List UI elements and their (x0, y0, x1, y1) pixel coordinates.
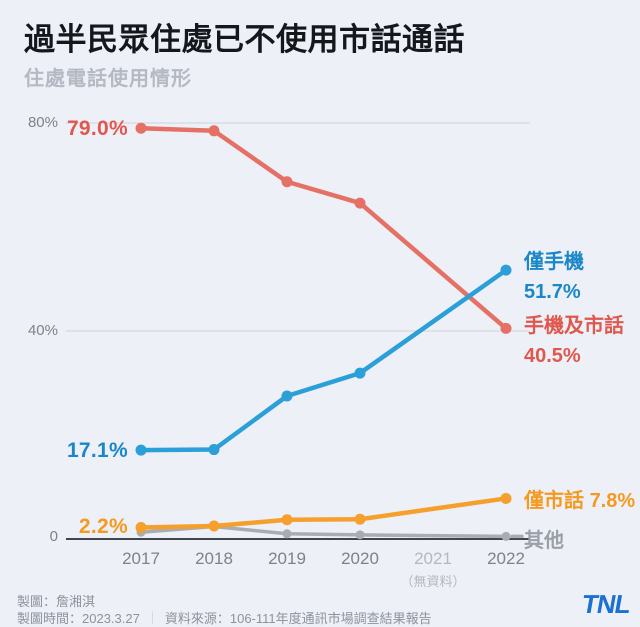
start-value-label-mobile-only: 17.1% (66, 439, 128, 462)
data-point-mobile-only-4 (500, 264, 512, 276)
chart-title: 過半民眾住處已不使用市話通話 (24, 22, 465, 57)
series-line-mobile-and-landline (138, 125, 509, 331)
series-name-mobile-and-landline: 手機及市話 (524, 315, 624, 337)
series-label-mobile-and-landline: 手機及市話 40.5% (524, 311, 624, 371)
x-axis-label-2017: 2017 (122, 549, 160, 568)
series-label-mobile-only: 僅手機 51.7% (524, 247, 584, 307)
data-point-landline-only-2 (281, 514, 293, 526)
end-value-landline-only: 7.8% (589, 490, 636, 512)
made-time: 製圖時間：2023.3.27 (17, 611, 140, 626)
series-line-mobile-only (138, 267, 509, 453)
end-value-mobile-only: 51.7% (524, 281, 581, 303)
data-point-mobile-only-1 (208, 444, 220, 456)
x-axis-note-2021: （無資料） (400, 574, 466, 589)
x-axis-label-2019: 2019 (268, 549, 306, 568)
data-point-mobile-and-landline-2 (281, 176, 293, 188)
credit-line: 製圖：詹湘淇 (17, 594, 96, 609)
data-point-other-2 (282, 529, 292, 539)
x-axis-label-2020: 2020 (341, 549, 379, 568)
start-value-label-landline-only: 2.2% (78, 515, 128, 538)
data-point-mobile-only-3 (354, 367, 366, 379)
data-point-other-4 (501, 531, 511, 541)
series-name-mobile-only: 僅手機 (524, 251, 584, 273)
data-point-landline-only-4 (500, 492, 512, 504)
series-label-other: 其他 (524, 526, 564, 556)
data-point-mobile-only-0 (135, 444, 147, 456)
data-point-mobile-and-landline-1 (208, 125, 220, 137)
data-point-mobile-and-landline-4 (500, 322, 512, 334)
data-point-landline-only-1 (208, 520, 220, 532)
data-point-landline-only-3 (354, 513, 366, 525)
series-label-landline-only: 僅市話 7.8% (524, 486, 635, 516)
data-point-other-3 (355, 530, 365, 540)
y-axis-tick-40: 40% (27, 322, 58, 339)
y-axis-tick-80: 80% (27, 114, 58, 131)
x-axis-label-2022: 2022 (487, 549, 525, 568)
x-axis-label-2021: 2021 (414, 549, 452, 568)
data-point-mobile-and-landline-3 (354, 197, 366, 209)
source-line: 製圖時間：2023.3.27 ｜ 資料來源：106-111年度通訊市場調查結果報告 (17, 608, 432, 627)
series-name-other: 其他 (524, 530, 564, 552)
data-point-mobile-and-landline-0 (135, 122, 147, 134)
y-axis-tick-0: 0 (49, 528, 58, 545)
series-line-landline-only (138, 496, 509, 530)
start-value-label-mobile-and-landline: 79.0% (66, 117, 128, 140)
tnl-logo: TNL (579, 589, 633, 619)
end-value-mobile-and-landline: 40.5% (524, 345, 581, 367)
data-source: 資料來源：106-111年度通訊市場調查結果報告 (164, 611, 432, 626)
data-point-mobile-only-2 (281, 390, 293, 402)
footer-separator: ｜ (145, 611, 159, 626)
x-axis-label-2018: 2018 (195, 549, 233, 568)
data-point-landline-only-0 (135, 522, 147, 534)
series-name-landline-only: 僅市話 (524, 490, 584, 512)
chart-subtitle: 住處電話使用情形 (24, 68, 192, 90)
